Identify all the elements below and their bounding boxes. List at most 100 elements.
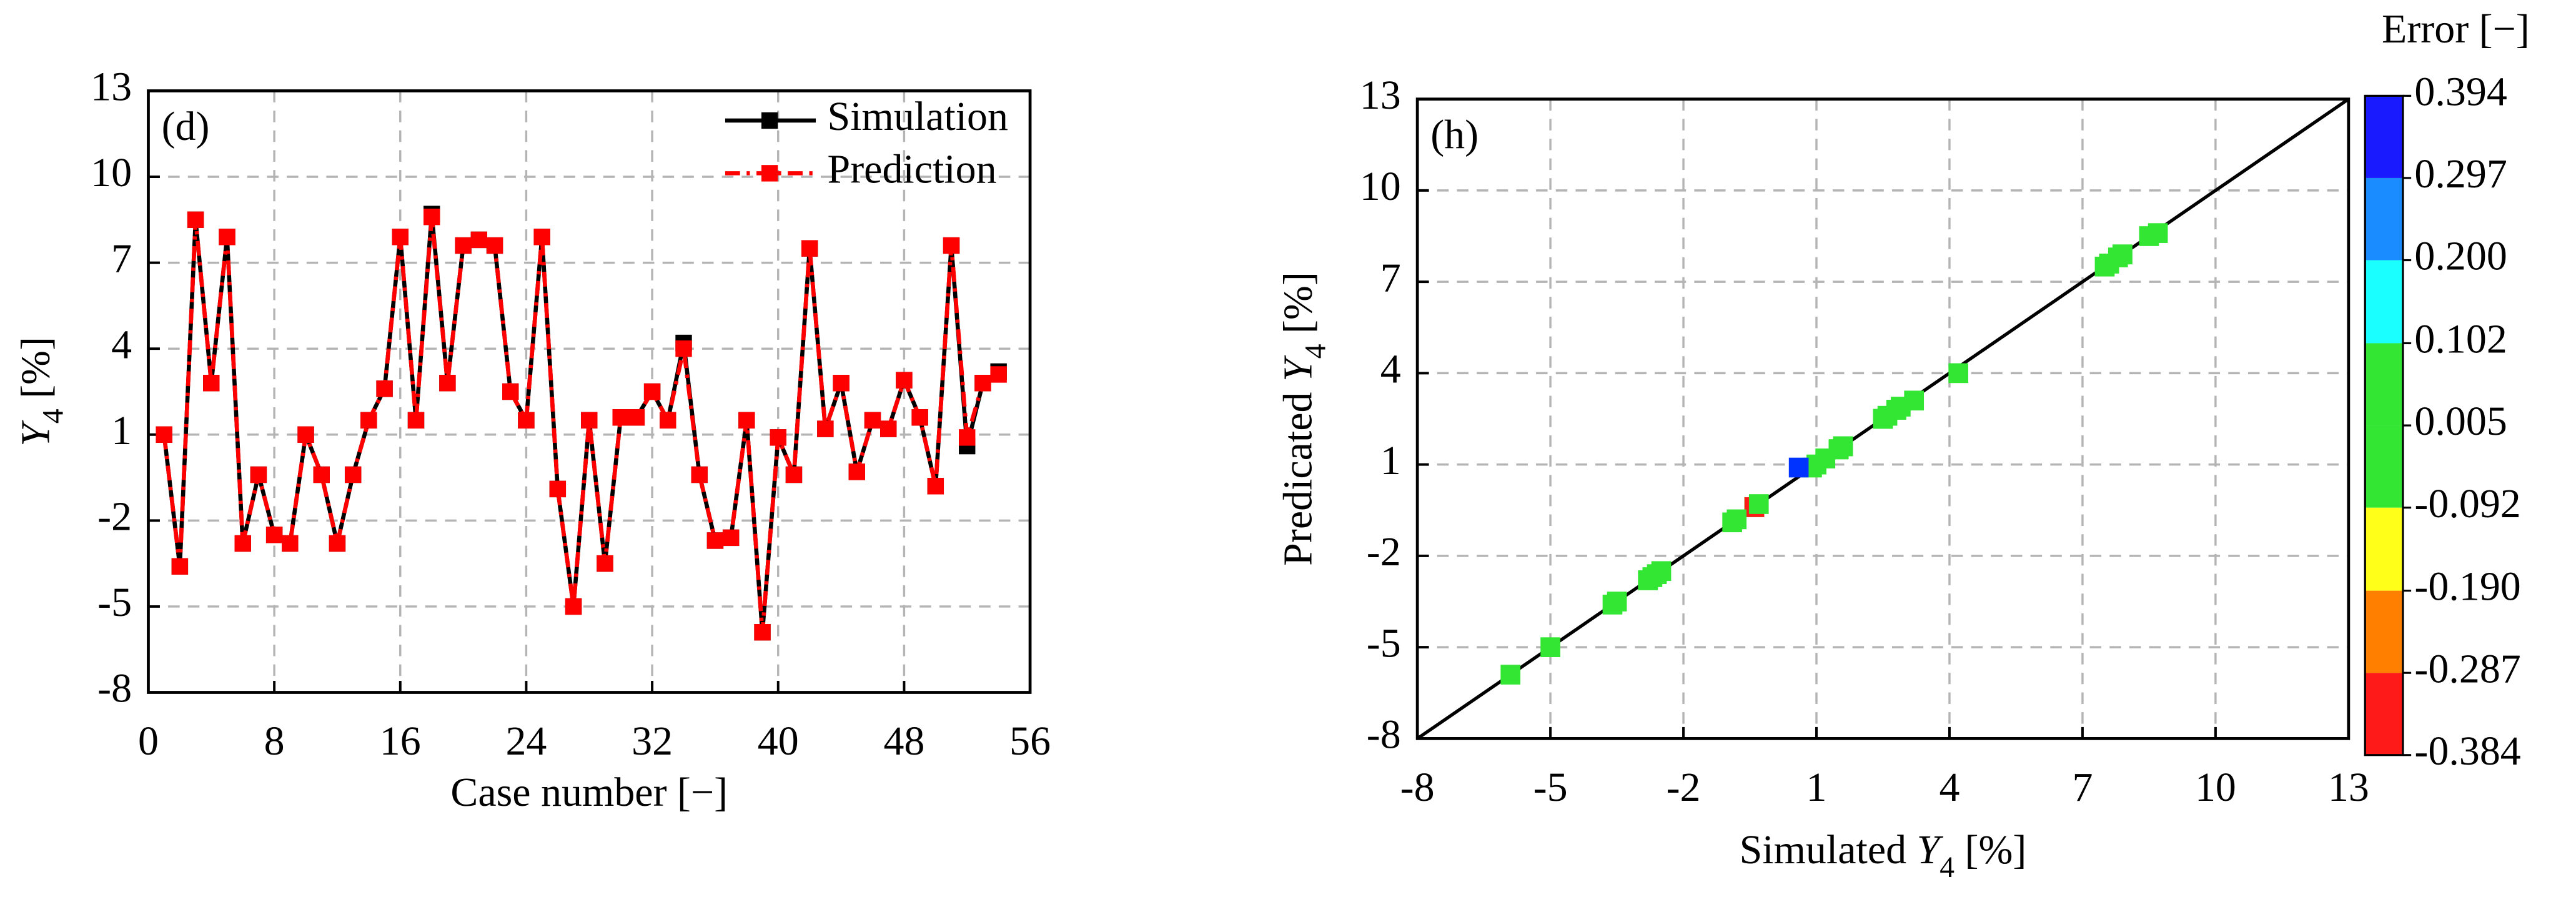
colorbar-band [2365, 425, 2403, 508]
point-marker [282, 535, 299, 552]
y-tick-label: 4 [111, 322, 132, 367]
point-marker [959, 429, 976, 446]
point-marker [360, 412, 377, 429]
point-marker [974, 375, 991, 392]
scatter-point [2099, 254, 2119, 274]
label-part: Y [1276, 355, 1321, 382]
point-marker [754, 624, 771, 641]
colorbar-label: -0.190 [2414, 564, 2520, 610]
colorbar-label: -0.384 [2414, 728, 2520, 774]
x-tick-label: 16 [380, 718, 421, 764]
point-marker [911, 409, 928, 426]
x-tick-label: 48 [883, 718, 924, 764]
plot-frame [147, 89, 1032, 694]
point-marker [187, 211, 204, 229]
x-tick-label: 32 [632, 718, 673, 764]
label-part: 4 [1939, 851, 1954, 884]
x-tick-label: 56 [1009, 718, 1051, 764]
y-tick-label: -2 [97, 493, 132, 539]
plot-frame [1415, 97, 2351, 740]
x-axis-label: Simulated Y4 [%] [1740, 827, 2027, 884]
colorbar-band [2365, 507, 2403, 591]
y-tick-label: -2 [1367, 529, 1401, 575]
point-marker [297, 426, 314, 443]
y-tick-label: -5 [1367, 620, 1401, 666]
y-tick-label: 4 [1380, 347, 1401, 392]
scatter-point [1500, 665, 1521, 685]
y-tick-label: 13 [91, 64, 132, 110]
point-marker [880, 420, 897, 437]
scatter-point [1788, 457, 1809, 478]
x-tick-label: -5 [1533, 765, 1568, 810]
point-marker [565, 598, 582, 615]
label-part: Simulated [1740, 827, 1917, 873]
x-tick-label: 8 [264, 718, 285, 764]
colorbar-label: -0.287 [2414, 646, 2520, 691]
point-marker [612, 409, 629, 426]
label-part: Y [12, 420, 58, 447]
scatter-point [1904, 390, 1925, 411]
point-marker [896, 372, 913, 389]
point-marker [265, 527, 283, 543]
point-marker [770, 429, 786, 446]
label-part: [%] [1276, 272, 1321, 344]
colorbar-band [2365, 590, 2403, 673]
colorbar-band [2365, 673, 2403, 755]
point-marker [738, 412, 755, 429]
point-marker [203, 375, 220, 392]
colorbar-label: 0.297 [2414, 151, 2507, 197]
y-tick-label: 7 [111, 236, 132, 282]
scatter-point [1948, 363, 1969, 384]
scatter-point [1886, 400, 1906, 420]
point-marker [581, 412, 598, 429]
point-marker [486, 237, 503, 254]
colorbar-label: 0.394 [2414, 69, 2507, 114]
point-marker [927, 478, 944, 495]
panel-label: (d) [162, 104, 210, 149]
y-tick-label: 10 [91, 150, 132, 196]
point-marker [801, 240, 818, 257]
label-part: [%] [12, 337, 58, 409]
colorbar-label: 0.102 [2414, 317, 2507, 362]
x-tick-label: 24 [505, 718, 547, 764]
scatter-point [2147, 223, 2168, 243]
point-marker [597, 555, 613, 572]
legend-marker [761, 112, 778, 129]
point-marker [691, 466, 708, 483]
point-marker [848, 463, 865, 480]
point-marker [502, 383, 519, 400]
point-marker [439, 375, 456, 392]
y-tick-label: -8 [97, 666, 132, 711]
label-part: Predicated [1276, 382, 1321, 566]
point-marker [864, 412, 881, 429]
legend-label: Simulation [828, 94, 1008, 139]
point-marker [329, 535, 346, 552]
label-part: [%] [1954, 827, 2026, 873]
point-marker [990, 366, 1007, 383]
scatter-point [1607, 592, 1627, 612]
y-tick-label: -5 [97, 580, 132, 625]
scatter-point [1726, 509, 1747, 530]
x-tick-label: 7 [2072, 765, 2093, 810]
point-marker [313, 466, 330, 483]
point-marker [817, 420, 834, 437]
scatter-point [1540, 637, 1560, 657]
y-tick-label: 10 [1360, 164, 1401, 209]
y-tick-label: -8 [1367, 712, 1401, 758]
panel-label: (h) [1430, 112, 1479, 157]
x-tick-label: 4 [1939, 765, 1959, 810]
colorbar-label: -0.092 [2414, 481, 2520, 527]
x-tick-label: 0 [138, 718, 159, 764]
point-marker [675, 340, 692, 357]
legend-marker [761, 165, 778, 182]
x-axis-label: Case number [−] [450, 770, 728, 815]
point-marker [722, 529, 740, 547]
point-marker [785, 466, 803, 483]
point-marker [407, 412, 425, 429]
scatter-point [1748, 494, 1769, 514]
x-tick-label: 40 [758, 718, 799, 764]
colorbar-label: 0.005 [2414, 399, 2507, 444]
colorbar-band [2365, 260, 2403, 344]
scatter-point [1647, 564, 1667, 584]
